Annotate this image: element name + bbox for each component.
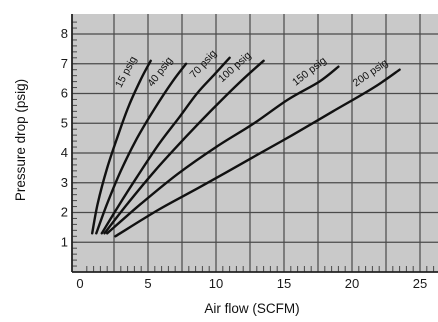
y-axis-title: Pressure drop (psig): [13, 79, 28, 201]
series-curve: [103, 59, 265, 235]
series-curve: [91, 59, 152, 235]
x-tick-label: 25: [413, 276, 427, 291]
series-curve: [100, 56, 231, 235]
x-tick-label: 15: [277, 276, 291, 291]
y-tick-label: 4: [61, 145, 68, 160]
y-tick-label: 1: [61, 234, 68, 249]
tick-labels: 0 5 10 15 20 25 1 2 3 4 5 6 7 8: [61, 26, 427, 291]
plot-area: [72, 14, 438, 272]
grid-lines: [72, 14, 438, 272]
series-curve: [114, 68, 401, 238]
x-tick-label: 0: [76, 276, 83, 291]
series-curve: [106, 65, 340, 235]
y-tick-label: 6: [61, 86, 68, 101]
axes: [71, 14, 438, 273]
y-tick-label: 7: [61, 56, 68, 71]
x-axis-title: Air flow (SCFM): [204, 301, 299, 316]
y-tick-label: 2: [61, 205, 68, 220]
series-curves: [91, 56, 401, 238]
x-tick-label: 5: [144, 276, 151, 291]
x-tick-label: 20: [345, 276, 359, 291]
y-tick-label: 3: [61, 175, 68, 190]
y-tick-label: 5: [61, 115, 68, 130]
x-tick-label: 10: [209, 276, 223, 291]
series-curve: [95, 62, 188, 235]
y-tick-label: 8: [61, 26, 68, 41]
